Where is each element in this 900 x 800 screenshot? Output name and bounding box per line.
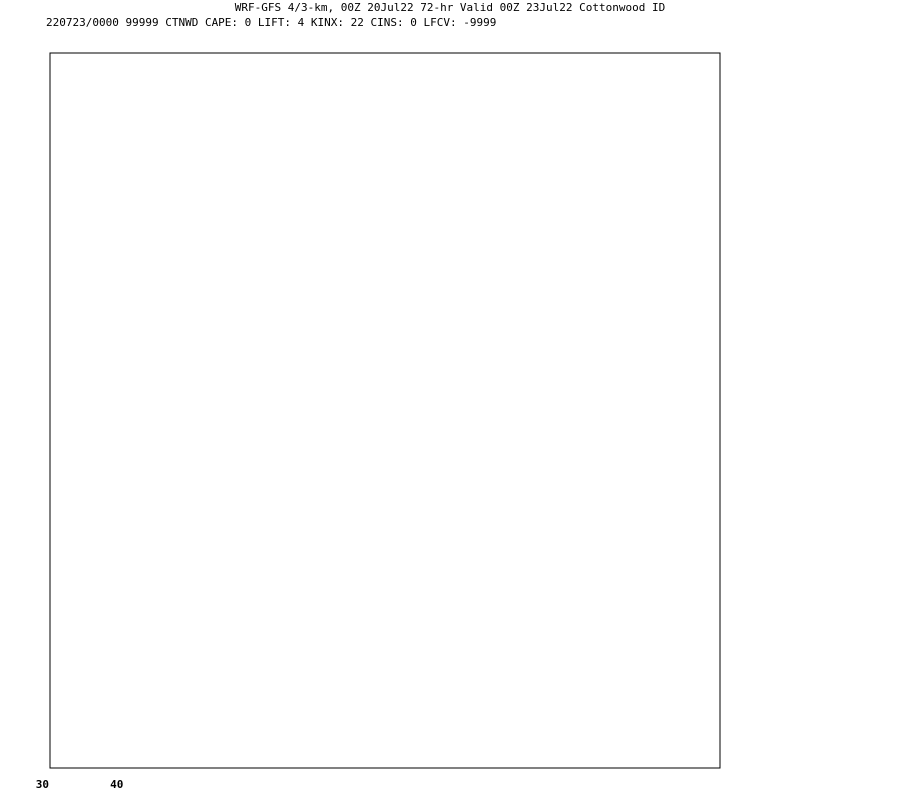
temperature-tick-label: 40 [110,778,123,791]
chart-subtitle: 220723/0000 99999 CTNWD CAPE: 0 LIFT: 4 … [46,16,496,29]
axes: 4005006007008009001000-50-40-30-20-10010… [36,778,124,791]
plot-frame [49,52,721,769]
temperature-tick-label: 30 [36,778,49,791]
chart-title: WRF-GFS 4/3-km, 00Z 20Jul22 72-hr Valid … [235,1,665,14]
